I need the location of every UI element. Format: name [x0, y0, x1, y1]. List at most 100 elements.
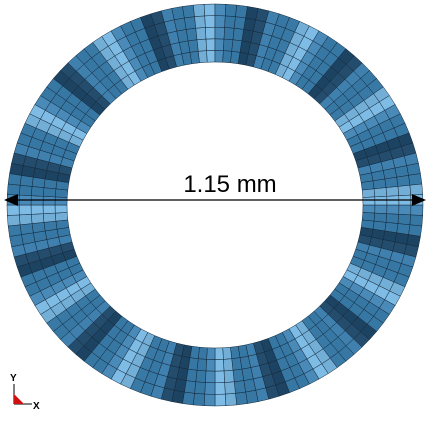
mesh-element	[19, 185, 32, 195]
mesh-element	[385, 177, 398, 187]
mesh-element	[197, 359, 207, 371]
mesh-element	[225, 382, 236, 394]
mesh-element	[43, 196, 55, 205]
mesh-element	[223, 359, 233, 371]
mesh-element	[205, 16, 215, 28]
mesh-element	[246, 390, 259, 403]
mesh-element	[375, 205, 387, 214]
mesh-element	[224, 27, 234, 39]
mesh-element	[19, 214, 32, 224]
mesh-element	[182, 5, 194, 18]
y-label: Y	[10, 373, 17, 384]
mesh-element	[234, 381, 245, 394]
mesh-element	[207, 348, 215, 360]
mesh-element	[55, 197, 67, 205]
mesh-element	[398, 214, 411, 224]
triad-origin	[14, 394, 24, 404]
mesh-element	[410, 184, 423, 195]
mesh-element	[196, 27, 206, 39]
mesh-element	[215, 4, 226, 16]
mesh-element	[409, 174, 422, 186]
mesh-element	[215, 39, 224, 51]
mesh-element	[235, 392, 247, 405]
mesh-element	[399, 205, 411, 215]
mesh-element	[43, 188, 56, 197]
mesh-element	[204, 4, 215, 16]
mesh-element	[374, 213, 387, 222]
mesh-element	[31, 205, 43, 214]
mesh-element	[410, 215, 423, 226]
mesh-element	[223, 39, 233, 51]
x-label: X	[33, 401, 40, 412]
mesh-element	[374, 188, 387, 197]
mesh-element	[190, 51, 200, 64]
mesh-element	[198, 51, 207, 63]
mesh-element	[386, 214, 399, 224]
mesh-element	[362, 189, 375, 198]
mesh-element	[397, 175, 410, 186]
mesh-element	[215, 359, 224, 371]
mesh-element	[204, 394, 215, 406]
mesh-element	[205, 383, 215, 395]
mesh-element	[387, 205, 399, 214]
mesh-element	[206, 359, 215, 371]
mesh-element	[19, 205, 31, 215]
mesh-element	[7, 215, 20, 226]
mesh-element	[205, 27, 215, 39]
mesh-element	[32, 222, 45, 232]
mesh-element	[230, 346, 240, 359]
mesh-element	[7, 184, 20, 195]
mesh-element	[193, 4, 204, 16]
mesh-element	[20, 224, 33, 235]
mesh-element	[375, 196, 387, 205]
mesh-element	[407, 163, 421, 175]
mesh-element	[10, 235, 24, 247]
mesh-element	[386, 186, 399, 196]
mesh-element	[8, 225, 21, 237]
mesh-element	[233, 369, 244, 382]
mesh-element	[196, 370, 206, 382]
mesh-element	[193, 393, 204, 405]
mesh-element	[7, 205, 19, 216]
mesh-element	[215, 50, 223, 62]
mesh-element	[43, 213, 56, 222]
mesh-element	[215, 371, 225, 383]
mesh-element	[55, 205, 67, 213]
mesh-element	[44, 221, 57, 231]
mesh-element	[55, 212, 68, 221]
page: 1.15 mm Y X (() => { const data = JSON.p…	[0, 0, 430, 434]
mesh-element	[215, 348, 223, 360]
mesh-element	[223, 347, 232, 359]
ring-mesh	[7, 4, 423, 406]
mesh-element	[55, 189, 68, 198]
mesh-element	[373, 179, 386, 189]
mesh-element	[225, 393, 236, 405]
mesh-element	[31, 186, 44, 196]
mesh-element	[197, 39, 207, 51]
mesh-element	[232, 358, 242, 371]
mesh-element	[195, 16, 206, 28]
mesh-element	[411, 205, 423, 216]
mesh-element	[188, 40, 198, 53]
mesh-element	[205, 371, 215, 383]
mesh-element	[184, 17, 195, 30]
mesh-element	[362, 212, 375, 221]
viewport: 1.15 mm Y X	[0, 0, 430, 434]
mesh-element	[363, 197, 375, 205]
mesh-element	[225, 4, 236, 16]
mesh-element	[215, 16, 225, 28]
mesh-element	[172, 6, 185, 19]
dimension-label: 1.15 mm	[183, 171, 276, 198]
mesh-element	[31, 214, 44, 224]
mesh-element	[215, 383, 225, 395]
mesh-element	[43, 205, 55, 214]
mesh-element	[398, 185, 411, 195]
mesh-element	[361, 181, 374, 190]
axis-triad: Y X	[10, 373, 40, 412]
mesh-element	[223, 51, 232, 63]
mesh-element	[215, 394, 226, 406]
mesh-element	[198, 347, 207, 359]
mesh-element	[207, 50, 215, 62]
mesh-element	[215, 27, 225, 39]
mesh-element	[224, 370, 234, 382]
